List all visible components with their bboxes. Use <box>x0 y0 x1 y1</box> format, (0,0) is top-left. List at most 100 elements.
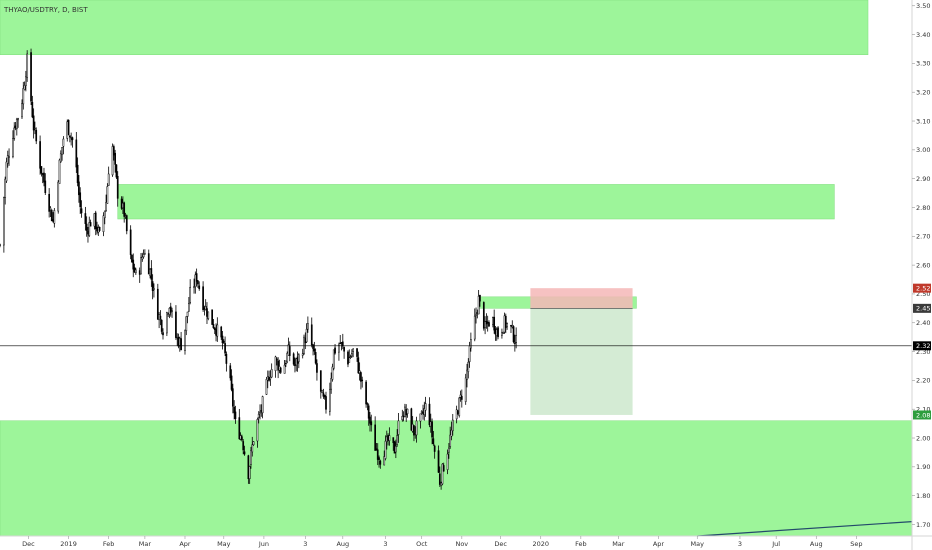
time-axis[interactable]: Dec 2019 Feb Mar Apr May Jun 3 Aug 3 Oct Nov Dec 2020… <box>22 536 863 548</box>
candle-body <box>241 436 243 441</box>
candle-body <box>451 419 454 432</box>
candle-body <box>383 456 386 466</box>
candle <box>361 376 364 388</box>
candle-body <box>440 482 442 486</box>
candle <box>301 348 304 359</box>
candle-body <box>59 153 62 163</box>
candle <box>151 274 154 300</box>
candle <box>358 362 361 381</box>
candle-body <box>457 411 459 415</box>
candle-body <box>296 356 299 364</box>
candle-body <box>242 441 245 451</box>
candle <box>125 214 128 235</box>
candle-body <box>495 329 498 337</box>
candle-body <box>410 408 413 431</box>
candle-body <box>448 447 450 453</box>
candle-body <box>23 85 26 90</box>
candle <box>288 341 291 362</box>
price-axis[interactable]: 1.70 1.80 1.90 2.00 2.10 2.20 2.30 2.40 2.50 2.60… <box>912 2 930 529</box>
candle <box>297 353 300 369</box>
candle-body <box>105 202 107 212</box>
candle-body <box>70 137 72 139</box>
candle <box>162 328 164 340</box>
candle-body <box>67 119 70 136</box>
candle-body <box>222 340 225 343</box>
candle <box>250 446 252 469</box>
candle <box>25 70 27 92</box>
candle-body <box>129 229 132 255</box>
candle <box>112 144 115 161</box>
candle-body <box>314 352 317 364</box>
take-profit-area <box>530 308 633 415</box>
y-tick-label: 2.40 <box>916 319 930 327</box>
x-tick-label: Aug <box>336 540 349 548</box>
candle-body <box>75 139 78 168</box>
candle <box>131 254 133 264</box>
candle-body <box>394 445 397 453</box>
candle-body <box>494 328 497 335</box>
candle-body <box>184 329 186 351</box>
candle <box>5 157 8 183</box>
candle-body <box>88 222 91 236</box>
candle <box>43 167 45 187</box>
candle-body <box>53 210 56 224</box>
candle-body <box>464 377 467 402</box>
y-tick-label: 3.40 <box>916 31 930 39</box>
candle <box>514 334 516 352</box>
candle-body <box>84 213 87 224</box>
candle-body <box>501 332 503 336</box>
candle-body <box>429 421 432 427</box>
candle-body <box>437 450 440 473</box>
candle-body <box>13 127 16 139</box>
candle <box>234 405 237 424</box>
candle-body <box>122 202 124 209</box>
candle-body <box>411 423 414 432</box>
candle-body <box>141 256 144 260</box>
candle <box>325 391 327 414</box>
candle-body <box>374 424 376 451</box>
y-tick-label: 2.80 <box>916 204 930 212</box>
candle <box>12 130 14 159</box>
candle <box>207 311 210 321</box>
candle-body <box>468 345 471 362</box>
candle-body <box>171 310 173 312</box>
candle-body <box>283 364 286 374</box>
trendline[interactable] <box>697 520 913 537</box>
candle <box>376 443 379 466</box>
candle-body <box>189 286 192 303</box>
candle <box>357 351 360 374</box>
candle <box>343 346 345 359</box>
candle-body <box>492 317 494 325</box>
candle <box>111 143 114 177</box>
candle <box>71 136 74 148</box>
candle <box>156 283 159 320</box>
candle-body <box>198 285 201 289</box>
candle <box>144 249 146 255</box>
candle <box>370 414 373 432</box>
candle-body <box>140 257 142 275</box>
candle-body <box>31 102 34 118</box>
candle-body <box>305 328 308 343</box>
candle <box>147 249 150 275</box>
candle-body <box>352 348 355 352</box>
candle-body <box>268 377 270 381</box>
zone-0 <box>0 0 869 56</box>
candle-body <box>26 53 29 78</box>
candle <box>129 225 132 260</box>
x-tick-label: Aug <box>810 540 823 548</box>
candle <box>105 194 107 212</box>
candle <box>432 430 435 446</box>
candle-body <box>442 465 445 472</box>
candle-body <box>370 421 373 426</box>
x-tick-label: Mar <box>139 540 152 548</box>
x-tick-label: Feb <box>103 540 115 548</box>
candle <box>406 408 409 418</box>
candle <box>17 117 19 128</box>
candle <box>153 283 155 298</box>
candle-body <box>422 412 424 414</box>
candle <box>88 216 91 238</box>
x-tick-label: Dec <box>22 540 35 548</box>
candle-body <box>87 230 89 235</box>
candle <box>438 466 441 487</box>
